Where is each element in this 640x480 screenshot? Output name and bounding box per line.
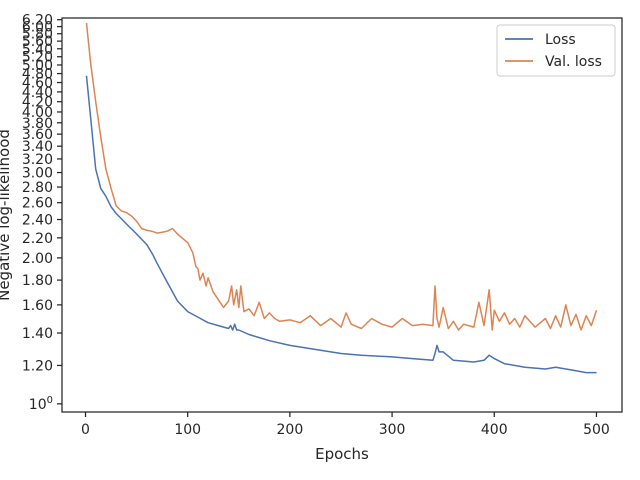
y-tick-label-16: 4.20 — [22, 95, 53, 111]
y-tick-label-17: 4.40 — [22, 85, 53, 101]
series-line-0 — [85, 75, 597, 374]
y-tick-label-8: 2.60 — [22, 196, 53, 212]
x-tick-label-3: 300 — [379, 422, 406, 438]
x-axis: 0 100 200 300 400 500 — [81, 412, 610, 438]
y-tick-label-13: 3.60 — [22, 127, 53, 143]
y-tick-label-5: 2.00 — [22, 251, 53, 267]
y-tick-label-26: 6.20 — [22, 13, 53, 29]
y-tick-label-7: 2.40 — [22, 213, 53, 229]
legend: Loss Val. loss — [496, 24, 616, 77]
legend-label-1: Val. loss — [545, 54, 602, 70]
legend-box — [496, 24, 616, 77]
y-tick-label-12: 3.40 — [22, 139, 53, 155]
y-tick-label-10: 3.00 — [22, 166, 53, 182]
y-tick-label-3: 1.60 — [22, 298, 53, 314]
series-line-1 — [85, 23, 598, 331]
y-tick-label-15: 4.00 — [22, 105, 53, 121]
y-tick-label-11: 3.20 — [22, 152, 53, 168]
y-tick-label-23: 5.60 — [22, 34, 53, 50]
y-tick-label-9: 2.80 — [22, 180, 53, 196]
y-tick-label-24: 5.80 — [22, 27, 53, 43]
y-tick-label-6: 2.20 — [22, 231, 53, 247]
y-tick-label-22: 5.40 — [22, 42, 53, 58]
y-tick-label-1: 1.20 — [22, 358, 53, 374]
y-tick-label-19: 4.80 — [22, 67, 53, 83]
plot-frame — [61, 17, 623, 413]
x-tick-label-1: 100 — [174, 422, 201, 438]
y-axis: 1001.201.401.601.802.002.202.402.602.803… — [22, 13, 62, 413]
x-tick-label-5: 500 — [583, 422, 610, 438]
x-axis-label: Epochs — [315, 445, 369, 463]
y-tick-label-0: 100 — [29, 395, 53, 413]
y-tick-label-25: 6.00 — [22, 20, 53, 36]
y-tick-label-18: 4.60 — [22, 76, 53, 92]
series-layer — [85, 23, 598, 374]
y-tick-label-14: 3.80 — [22, 116, 53, 132]
y-tick-label-4: 1.80 — [22, 273, 53, 289]
y-axis-label: Negative log-likelihood — [0, 129, 13, 301]
x-tick-label-0: 0 — [81, 422, 90, 438]
y-tick-label-20: 5.00 — [22, 58, 53, 74]
legend-label-0: Loss — [545, 32, 576, 48]
x-tick-label-4: 400 — [481, 422, 508, 438]
y-tick-label-21: 5.20 — [22, 50, 53, 66]
x-tick-label-2: 200 — [277, 422, 304, 438]
y-tick-label-2: 1.40 — [22, 326, 53, 342]
